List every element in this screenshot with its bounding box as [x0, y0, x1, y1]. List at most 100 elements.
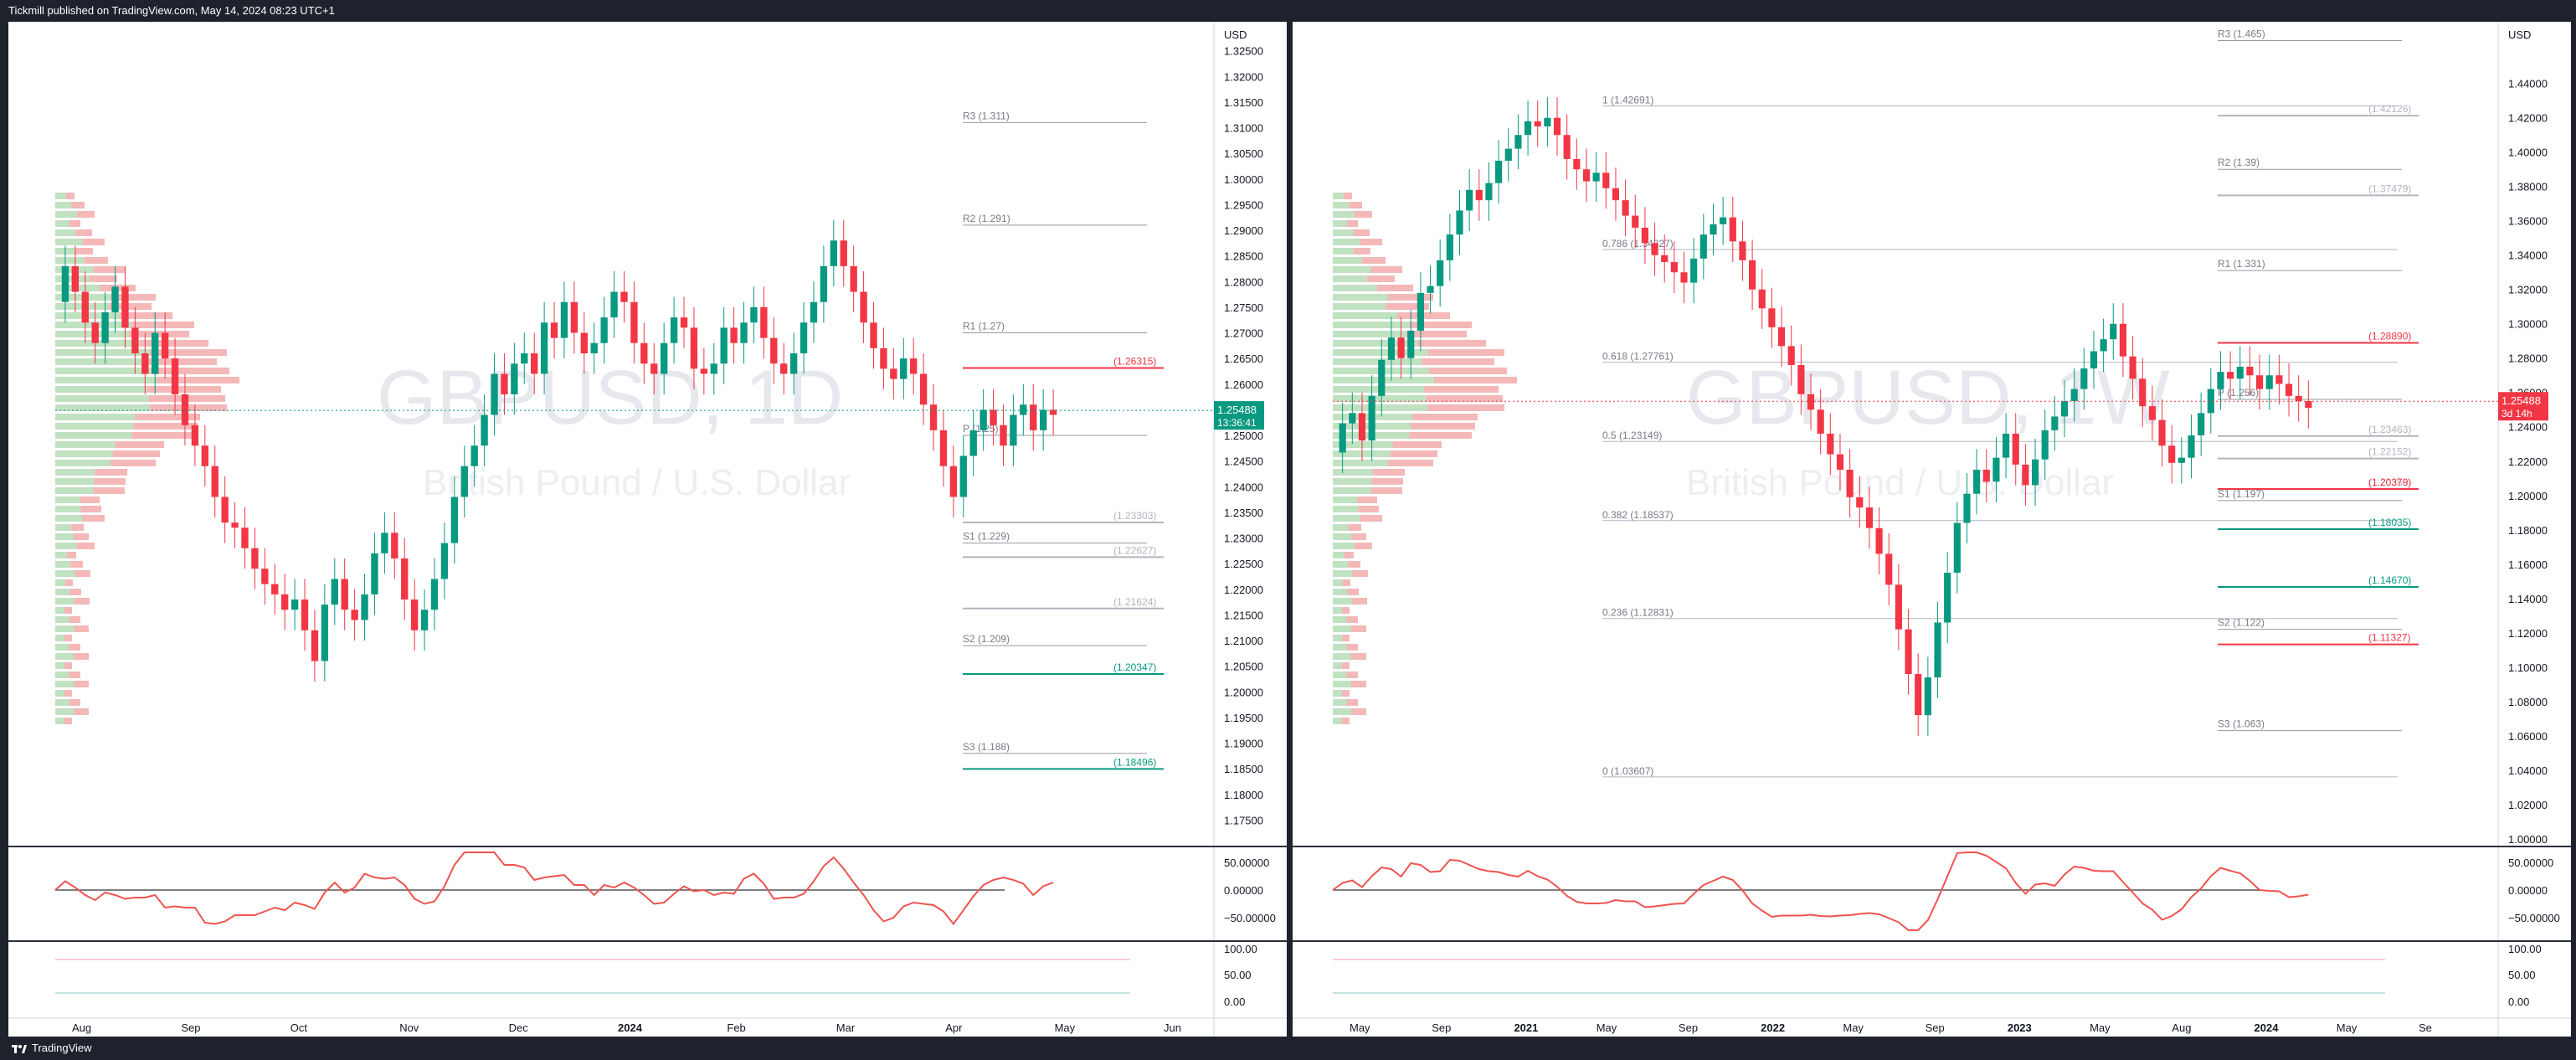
volume-profile-bar-down	[82, 515, 105, 522]
volume-profile-bar-down	[1346, 616, 1358, 623]
volume-profile-bar-up	[1333, 220, 1347, 227]
price-tick-label: 1.31500	[1224, 96, 1263, 109]
volume-profile-bar-down	[94, 478, 126, 485]
bar-countdown: 3d 14h	[2501, 408, 2532, 419]
candle-body	[1417, 292, 1424, 331]
volume-profile-bar-down	[64, 690, 72, 697]
volume-profile-bar-down	[1352, 570, 1368, 577]
price-tick-label: 1.22500	[1224, 558, 1263, 570]
volume-profile-bar-down	[74, 653, 89, 660]
volume-profile-bar-down	[1409, 432, 1472, 439]
volume-profile-bar-up	[1333, 487, 1371, 494]
candle-body	[2129, 356, 2136, 379]
volume-profile-bar-down	[1346, 220, 1358, 227]
price-tick-label: 1.20000	[1224, 686, 1263, 698]
volume-profile-bar-down	[1342, 579, 1350, 586]
volume-profile-bar-up	[1333, 607, 1342, 614]
daily-chart-svg[interactable]: GBPUSD, 1D British Pound / U.S. Dollar USD…	[8, 22, 1287, 1037]
pivot-label: S2 (1.122)	[2218, 617, 2265, 629]
volume-profile-bar-down	[93, 487, 125, 494]
volume-profile-bar-down	[1427, 404, 1504, 411]
symbol-watermark: GBPUSD, 1W	[1686, 355, 2170, 440]
volume-profile-bar-up	[1333, 579, 1343, 586]
volume-profile-bar-up	[1333, 635, 1342, 641]
candle-body	[311, 630, 319, 661]
volume-profile-bar-up	[55, 681, 74, 687]
currency-label: USD	[1224, 28, 1247, 41]
price-tick-label: 1.24000	[1224, 481, 1263, 493]
volume-profile-bar-down	[64, 635, 72, 641]
price-tick-label: 1.26500	[1224, 352, 1263, 365]
volume-profile-bar-up	[1333, 229, 1354, 236]
volume-profile-bar-up	[55, 718, 64, 724]
candle-body	[2227, 372, 2234, 379]
price-tick-label: 1.04000	[2508, 764, 2548, 777]
volume-profile-bar-down	[1360, 239, 1382, 245]
candle-body	[2236, 366, 2244, 379]
volume-profile-bar-down	[80, 506, 101, 512]
volume-profile-bar-down	[157, 377, 239, 383]
volume-profile-bar-down	[1354, 211, 1372, 218]
volume-profile-bar-down	[129, 331, 189, 337]
volume-profile-bar-down	[1351, 681, 1366, 687]
time-tick-label: 2023	[2008, 1021, 2032, 1034]
fib-label: 0.786 (1.34327)	[1602, 238, 1674, 250]
price-tick-label: 1.24500	[1224, 455, 1263, 468]
volume-profile-bar-down	[75, 248, 93, 255]
publisher-header: Tickmill published on TradingView.com, M…	[0, 0, 2576, 22]
candle-body	[2198, 413, 2205, 435]
price-tick-label: 1.20000	[2508, 490, 2548, 502]
candle-body	[540, 322, 548, 374]
candle-body	[81, 291, 89, 323]
level-label: (1.11327)	[2368, 632, 2410, 644]
volume-profile-bar-up	[1333, 460, 1388, 466]
candle-body	[1495, 160, 1503, 183]
candle-body	[1905, 629, 1912, 674]
price-tick-label: 1.24000	[2508, 421, 2548, 434]
volume-profile-bar-up	[1333, 718, 1342, 724]
volume-profile-bar-up	[55, 395, 149, 402]
price-tick-label: 1.40000	[2508, 147, 2548, 159]
chart-panel-weekly[interactable]: GBPUSD, 1W British Pound / U.S. Dollar USD…	[1293, 22, 2571, 1037]
price-tick-label: 1.00000	[2508, 833, 2548, 846]
time-tick-label: Mar	[836, 1021, 856, 1034]
time-tick-label: Sep	[1679, 1021, 1698, 1034]
volume-profile-bar-down	[69, 589, 81, 595]
volume-profile-bar-up	[55, 349, 150, 356]
price-tick-label: 1.32500	[1224, 45, 1263, 58]
volume-profile-bar-up	[1333, 469, 1373, 476]
price-tick-label: 1.14000	[2508, 593, 2548, 605]
volume-profile-bar-up	[55, 515, 83, 522]
candle-body	[1953, 522, 1961, 574]
candle-body	[391, 533, 398, 558]
volume-profile-bar-up	[55, 257, 85, 264]
candle-body	[2265, 375, 2273, 389]
candle-body	[2275, 375, 2283, 384]
candle-body	[1339, 423, 1346, 453]
candle-body	[730, 327, 738, 343]
volume-profile-bar-down	[1349, 202, 1362, 208]
candle-body	[1504, 148, 1512, 161]
tradingview-brand: TradingView	[32, 1042, 92, 1054]
volume-profile-bar-up	[55, 478, 95, 485]
candle-body	[880, 347, 887, 369]
price-tick-label: 1.32000	[1224, 70, 1263, 83]
volume-profile-bar-down	[120, 312, 172, 319]
stochastic-tick: 100.00	[1224, 943, 1257, 955]
volume-profile-bar-down	[111, 294, 156, 301]
weekly-chart-svg[interactable]: GBPUSD, 1W British Pound / U.S. Dollar USD…	[1293, 22, 2571, 1037]
volume-profile-bar-up	[1333, 211, 1355, 218]
volume-profile-bar-up	[1333, 322, 1410, 328]
volume-profile-bar-down	[1354, 543, 1372, 549]
candle-body	[1020, 404, 1027, 415]
candle-body	[740, 322, 748, 343]
candle-body	[949, 466, 958, 497]
volume-profile-bar-down	[1353, 229, 1370, 236]
volume-profile-bar-down	[1358, 506, 1379, 512]
candle-body	[430, 579, 439, 610]
candle-body	[511, 363, 518, 394]
pivot-label: S1 (1.229)	[963, 531, 1010, 543]
volume-profile-bar-up	[1333, 294, 1388, 301]
volume-profile-bar-down	[151, 368, 229, 374]
chart-panel-daily[interactable]: GBPUSD, 1D British Pound / U.S. Dollar USD…	[8, 22, 1287, 1037]
